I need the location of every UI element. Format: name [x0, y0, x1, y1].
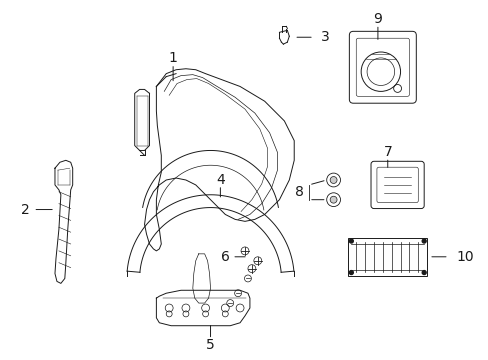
- Text: 1: 1: [168, 51, 177, 65]
- Circle shape: [421, 271, 425, 275]
- Text: 7: 7: [383, 145, 391, 159]
- Bar: [347, 238, 426, 275]
- Text: 8: 8: [295, 185, 304, 199]
- Circle shape: [421, 239, 425, 243]
- Circle shape: [348, 271, 352, 275]
- Text: 2: 2: [21, 203, 30, 216]
- Text: 3: 3: [320, 30, 329, 44]
- Text: 4: 4: [216, 173, 224, 187]
- Text: 6: 6: [221, 250, 229, 264]
- Circle shape: [348, 239, 352, 243]
- Text: 5: 5: [206, 338, 214, 352]
- Circle shape: [329, 196, 336, 203]
- Text: 9: 9: [373, 12, 382, 26]
- Text: 10: 10: [456, 250, 473, 264]
- Circle shape: [329, 176, 336, 184]
